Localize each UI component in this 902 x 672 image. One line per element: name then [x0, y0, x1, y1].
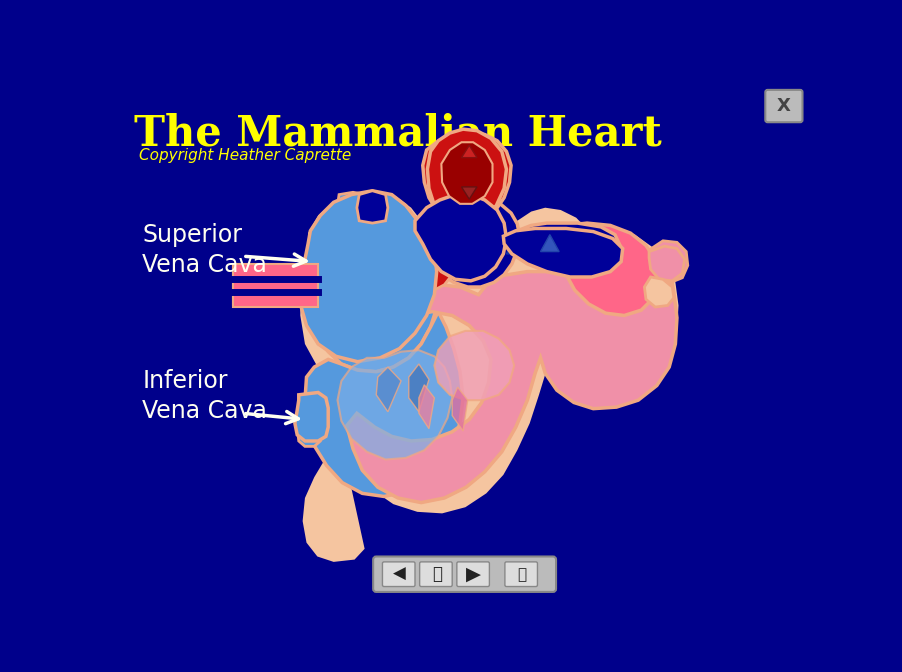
- Polygon shape: [644, 277, 674, 307]
- Polygon shape: [297, 395, 324, 446]
- FancyBboxPatch shape: [382, 562, 415, 587]
- Polygon shape: [233, 264, 318, 280]
- Polygon shape: [452, 387, 468, 431]
- Polygon shape: [460, 149, 475, 161]
- Polygon shape: [300, 192, 678, 562]
- Polygon shape: [233, 278, 316, 292]
- Text: Superior
Vena Cava: Superior Vena Cava: [143, 223, 267, 277]
- Polygon shape: [233, 292, 316, 306]
- Polygon shape: [438, 142, 497, 206]
- Text: ⏺: ⏺: [432, 565, 442, 583]
- Polygon shape: [305, 312, 463, 497]
- Polygon shape: [346, 244, 676, 503]
- Text: Copyright Heather Caprette: Copyright Heather Caprette: [139, 149, 352, 163]
- Polygon shape: [409, 364, 429, 412]
- Polygon shape: [462, 187, 477, 199]
- Polygon shape: [428, 129, 506, 223]
- FancyBboxPatch shape: [505, 562, 538, 587]
- Text: The Mammalian Heart: The Mammalian Heart: [134, 113, 662, 155]
- Polygon shape: [337, 350, 452, 460]
- FancyBboxPatch shape: [765, 90, 803, 122]
- Polygon shape: [417, 196, 520, 287]
- Polygon shape: [462, 182, 477, 195]
- Polygon shape: [300, 191, 437, 362]
- Polygon shape: [233, 292, 318, 307]
- FancyBboxPatch shape: [373, 556, 556, 592]
- Text: ▶: ▶: [466, 564, 482, 584]
- Polygon shape: [435, 331, 514, 401]
- Polygon shape: [506, 239, 525, 254]
- FancyBboxPatch shape: [419, 562, 452, 587]
- Text: ◀: ◀: [393, 565, 406, 583]
- Text: Inferior
Vena Cava: Inferior Vena Cava: [143, 370, 267, 423]
- Polygon shape: [307, 193, 440, 372]
- Text: 🔊: 🔊: [518, 566, 527, 582]
- Polygon shape: [233, 278, 318, 293]
- Polygon shape: [336, 192, 376, 241]
- Polygon shape: [357, 191, 388, 223]
- Polygon shape: [540, 235, 559, 251]
- FancyBboxPatch shape: [456, 562, 490, 587]
- Polygon shape: [419, 385, 435, 429]
- Polygon shape: [648, 241, 688, 282]
- Polygon shape: [503, 228, 622, 277]
- Polygon shape: [295, 392, 328, 441]
- Text: X: X: [777, 97, 791, 115]
- Polygon shape: [547, 223, 660, 315]
- Polygon shape: [462, 145, 477, 158]
- Polygon shape: [441, 142, 492, 204]
- Polygon shape: [376, 367, 401, 412]
- Polygon shape: [233, 265, 316, 278]
- Polygon shape: [415, 195, 506, 281]
- Polygon shape: [649, 246, 685, 281]
- Polygon shape: [423, 133, 511, 224]
- Polygon shape: [516, 223, 621, 269]
- Polygon shape: [409, 219, 456, 290]
